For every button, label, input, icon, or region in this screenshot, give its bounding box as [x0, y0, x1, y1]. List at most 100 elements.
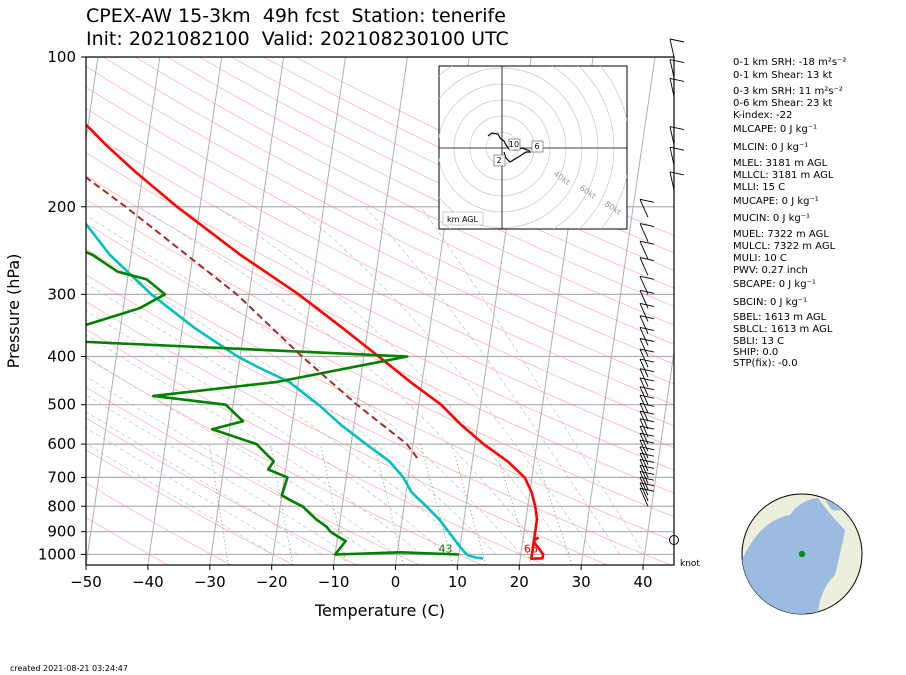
wind-barb [639, 452, 649, 472]
wind-barb-flag [639, 358, 655, 363]
mixing-ratio-line [420, 443, 454, 565]
dry-adiabat [86, 274, 671, 565]
wind-barb-flag [639, 446, 655, 451]
wind-barb [639, 303, 649, 322]
x-axis-label: Temperature (C) [314, 601, 445, 620]
x-tick-label: 20 [510, 573, 529, 591]
annotation-label: 66 [524, 542, 538, 555]
y-tick-label: 200 [47, 198, 76, 216]
wind-barb [639, 327, 649, 346]
moist-adiabat [86, 251, 497, 555]
index-line: MUCAPE: 0 J kg⁻¹ [733, 196, 819, 207]
wind-barb-flag [639, 482, 655, 487]
dry-adiabat [199, 57, 674, 289]
barb-unit-label: knot [680, 559, 700, 569]
dry-adiabat [86, 417, 357, 565]
y-axis-label: Pressure (hPa) [4, 254, 23, 369]
mixing-ratio-line [269, 444, 294, 565]
wind-barb [639, 459, 649, 478]
moist-adiabat [86, 215, 522, 555]
wind-barbs [639, 38, 685, 545]
wind-barb-flag [639, 315, 655, 320]
mixing-ratio-line [373, 443, 404, 565]
x-tick-label: −30 [194, 573, 226, 591]
index-line: 0-6 km Shear: 23 kt [733, 98, 833, 109]
axes: −50 −40 −30 −20 −10 0 10 20 30 40 100 200 300 400 500 6… [38, 48, 675, 591]
dry-adiabat [86, 449, 294, 565]
hodograph-height-label: 6 [534, 142, 539, 151]
wind-barb-flag [639, 338, 655, 342]
hodograph-height-label: 10 [509, 140, 519, 149]
wind-barb [639, 418, 649, 437]
index-line: MULI: 10 C [733, 253, 787, 264]
x-tick-label: −40 [132, 573, 164, 591]
index-line: SBCIN: 0 J kg⁻¹ [733, 297, 808, 308]
moist-adiabat [364, 206, 621, 555]
moist-adiabat [86, 334, 422, 555]
moist-adiabat [86, 283, 472, 555]
y-tick-label: 600 [47, 435, 76, 453]
y-tick-label: 800 [47, 497, 76, 515]
station-marker [798, 550, 806, 558]
dry-adiabat [86, 328, 545, 565]
wind-barb-flag [669, 77, 685, 82]
wind-barb [639, 358, 649, 378]
wind-barb [639, 446, 649, 465]
index-line: SBCAPE: 0 J kg⁻¹ [733, 279, 816, 290]
dry-adiabat [86, 386, 420, 565]
y-tick-label: 700 [47, 468, 76, 486]
wind-barb-flag [669, 126, 685, 131]
x-tick-label: 0 [391, 573, 401, 591]
index-line: SBEL: 1613 m AGL [733, 312, 827, 323]
y-tick-label: 500 [47, 396, 76, 414]
wind-barb [639, 290, 649, 309]
dry-adiabat [86, 129, 674, 427]
moist-adiabat [86, 427, 299, 555]
index-line: 0-1 km SRH: -18 m²s⁻² [733, 57, 847, 68]
dry-adiabat [86, 152, 674, 449]
wind-barb-flag [639, 348, 655, 353]
mixing-ratio-line [451, 443, 487, 565]
plot-grid [86, 57, 674, 565]
index-line: MUEL: 7322 m AGL [733, 229, 829, 240]
index-line: 0-3 km SRH: 11 m²s⁻² [733, 86, 843, 97]
x-tick-label: −50 [70, 573, 102, 591]
dry-adiabat [86, 108, 674, 406]
dry-adiabat [231, 57, 674, 271]
y-tick-label: 400 [47, 348, 76, 366]
wind-barb [639, 338, 649, 357]
hodograph-height-label: 2 [496, 156, 501, 165]
atlantic-ocean [742, 498, 845, 614]
wind-barb [639, 368, 649, 387]
wind-barb [639, 471, 649, 490]
wind-barb [639, 199, 649, 218]
wind-barb-flag [639, 487, 655, 492]
isotherm [209, 57, 285, 565]
wind-barb-flag [639, 377, 655, 382]
hodograph-unit-label: km AGL [447, 215, 479, 224]
dry-adiabat [135, 57, 674, 326]
wind-barb [639, 411, 649, 430]
hodograph-height-box [493, 154, 506, 167]
y-tick-label: 100 [47, 48, 76, 66]
moist-adiabat [86, 376, 373, 555]
wind-barb-flag [669, 171, 685, 176]
hodograph-trace [503, 151, 531, 163]
wind-barb [669, 38, 675, 58]
globe-locator-map [741, 493, 863, 615]
y-tick-label: 300 [47, 285, 76, 303]
dry-adiabat [167, 57, 674, 307]
wind-barb-flag [639, 418, 655, 423]
moist-adiabat [295, 206, 596, 555]
isotherm [86, 57, 161, 565]
index-line: MLCAPE: 0 J kg⁻¹ [733, 124, 818, 135]
wind-barb [669, 147, 675, 166]
index-line: PWV: 0.27 inch [733, 265, 808, 276]
wind-barb-flag [639, 465, 655, 469]
wind-barb [639, 482, 649, 501]
index-line: SBLCL: 1613 m AGL [733, 324, 833, 335]
parcel-path [86, 176, 419, 459]
wind-barb [669, 59, 675, 78]
wind-barb [669, 126, 675, 145]
